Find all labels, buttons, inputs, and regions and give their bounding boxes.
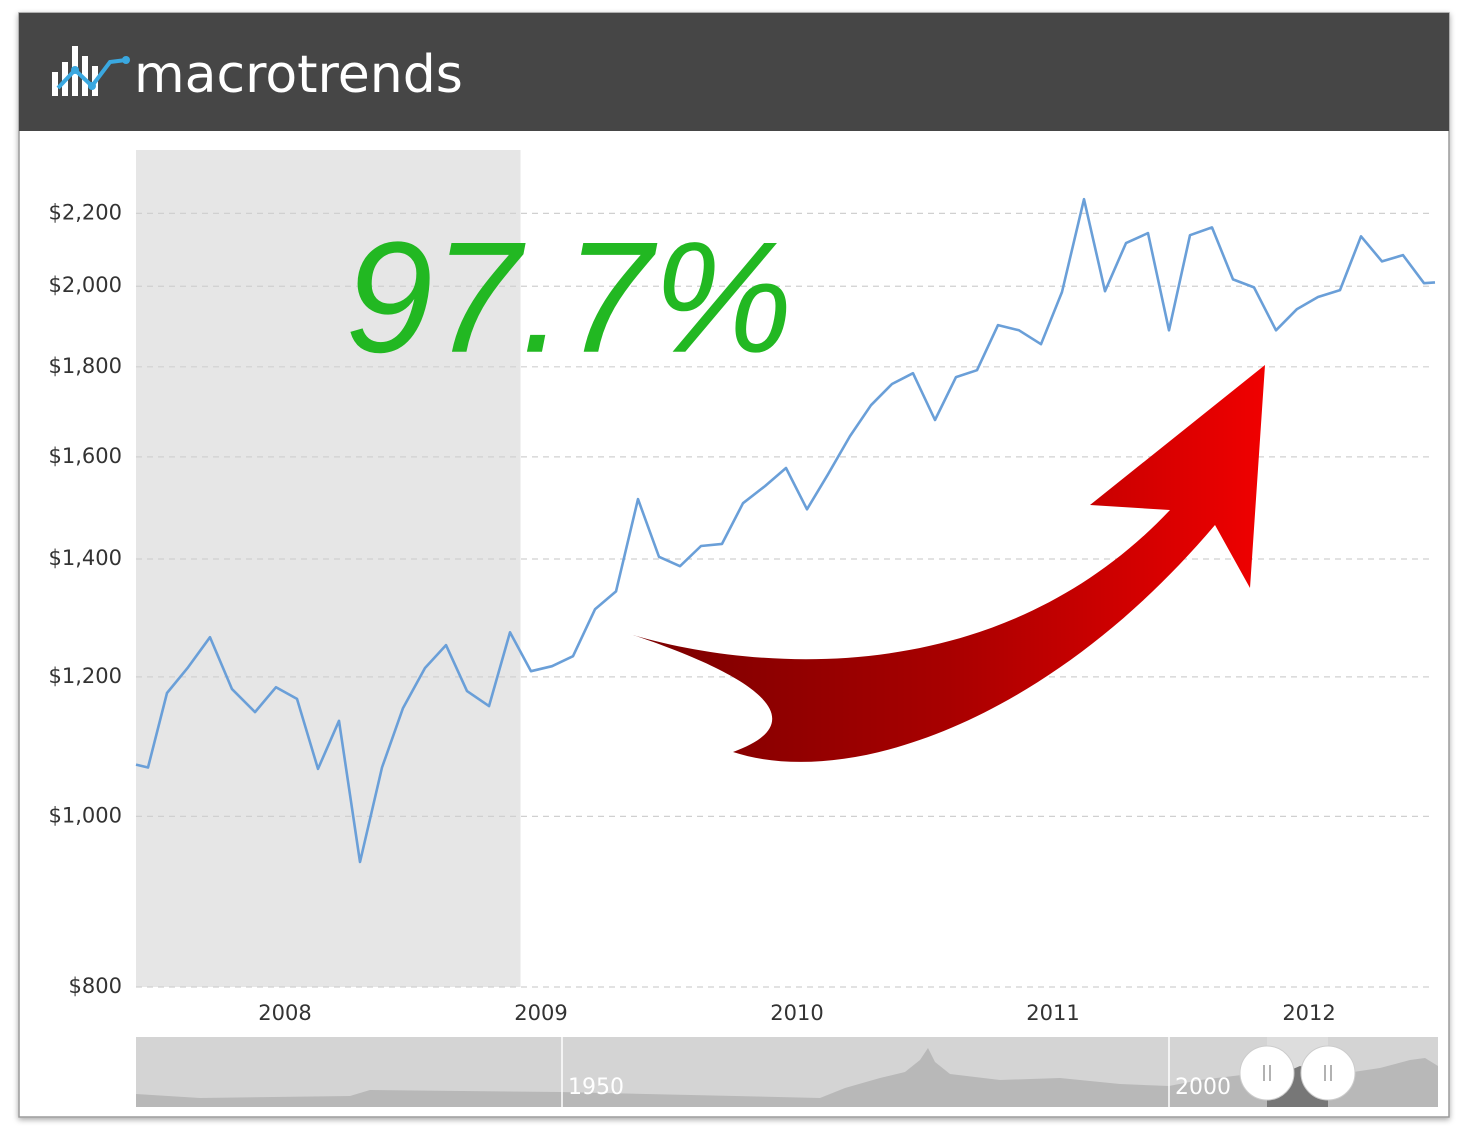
navigator: 1950 2000 — [136, 1037, 1438, 1107]
y-tick-label: $1,200 — [49, 664, 122, 688]
header — [19, 13, 1449, 131]
navigator-handle-right[interactable] — [1300, 1045, 1356, 1101]
x-tick-label: 2011 — [1026, 1001, 1079, 1025]
y-tick-label: $1,800 — [49, 354, 122, 378]
shaded-range — [136, 150, 521, 987]
navigator-label: 1950 — [568, 1075, 624, 1100]
navigator-label: 2000 — [1175, 1075, 1231, 1100]
x-tick-label: 2008 — [258, 1001, 311, 1025]
plot-area: $800 $1,000 $1,200 $1,400 $1,600 $1,800 $2,000… — [49, 150, 1436, 1025]
annotation: 97.7% — [345, 210, 793, 386]
y-tick-label: $2,200 — [49, 200, 122, 224]
x-tick-label: 2009 — [514, 1001, 567, 1025]
y-tick-label: $2,000 — [49, 273, 122, 297]
y-tick-label: $1,600 — [49, 444, 122, 468]
y-tick-label: $1,400 — [49, 546, 122, 570]
logo-icon — [52, 46, 130, 96]
navigator-area — [136, 1048, 1438, 1107]
y-tick-label: $800 — [69, 974, 122, 998]
navigator-handle-left[interactable] — [1239, 1045, 1295, 1101]
price-line — [135, 197, 1436, 864]
x-tick-label: 2010 — [770, 1001, 823, 1025]
red-arrow — [633, 365, 1265, 762]
y-tick-label: $1,000 — [49, 803, 122, 827]
x-tick-label: 2012 — [1282, 1001, 1335, 1025]
logo: macrotrends — [134, 45, 463, 105]
